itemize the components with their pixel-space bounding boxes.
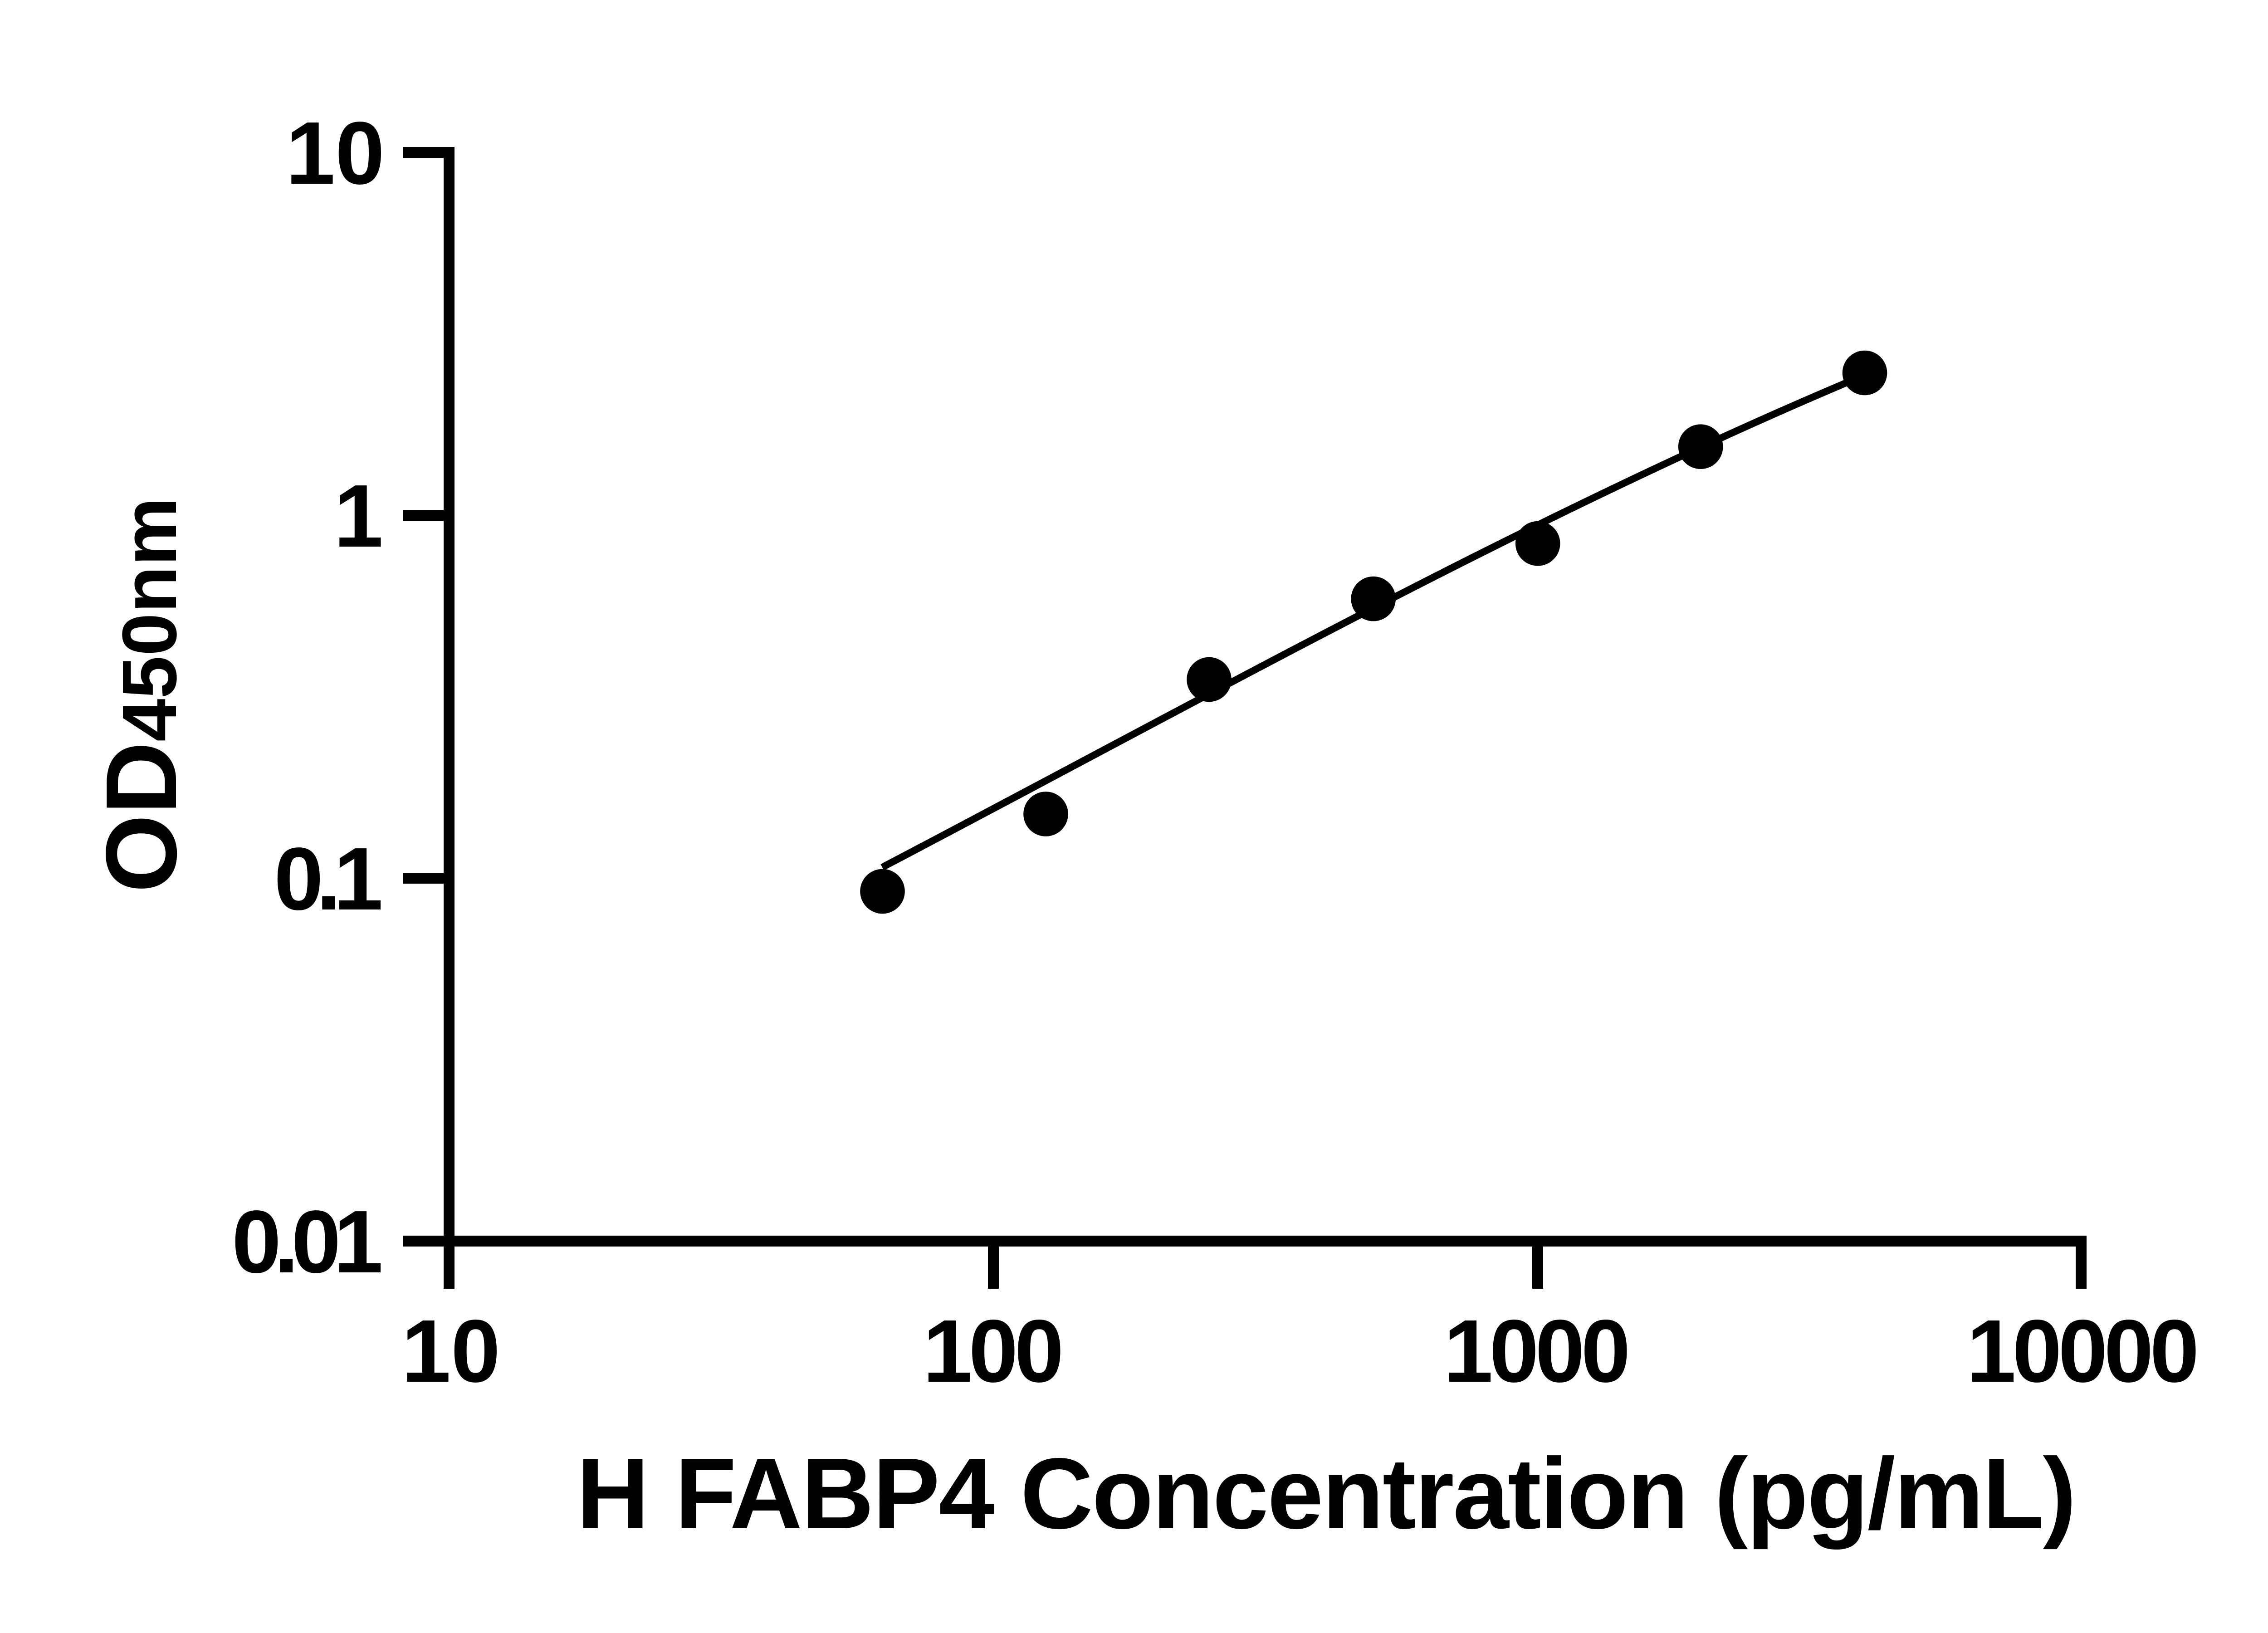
svg-text:1: 1 [334, 466, 383, 566]
svg-text:H FABP4 Concentration (pg/mL): H FABP4 Concentration (pg/mL) [577, 1437, 2075, 1550]
svg-text:0.01: 0.01 [232, 1192, 381, 1291]
svg-text:0.1: 0.1 [274, 829, 381, 929]
svg-text:10: 10 [286, 103, 385, 203]
svg-text:10000: 10000 [1966, 1301, 2195, 1401]
svg-text:10: 10 [401, 1301, 500, 1401]
svg-text:1000: 1000 [1443, 1301, 1627, 1401]
svg-text:OD450nm: OD450nm [85, 497, 198, 893]
svg-text:100: 100 [923, 1301, 1060, 1401]
